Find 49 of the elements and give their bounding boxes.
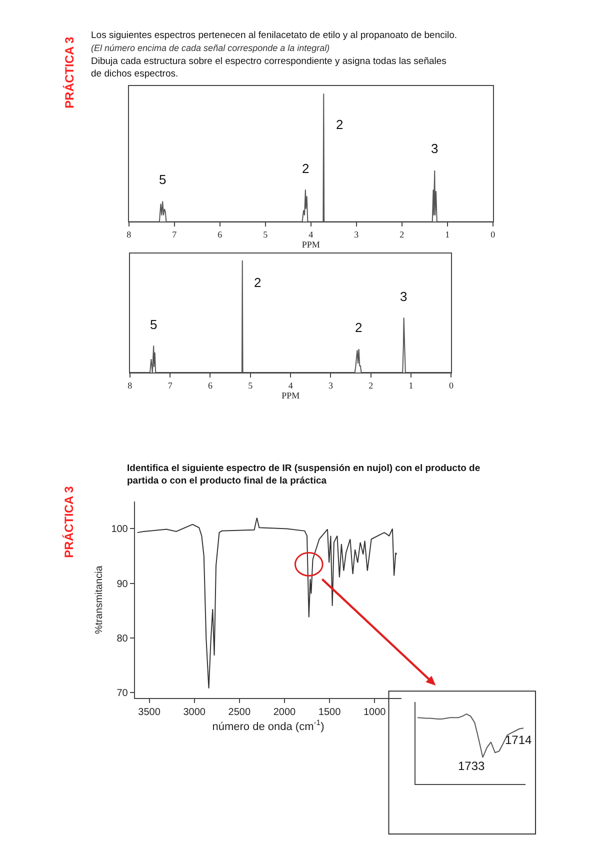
x-tick-label: 5 [248,380,254,390]
chart-subtitle: (El número encima de cada señal corresponde a la integral) [91,43,330,53]
y-tick-label: 90 [116,578,128,590]
x-axis-title: número de onda (cm$^{-1}$) [212,718,324,733]
y-tick-label: 70 [116,688,128,700]
x-tick-label: 7 [168,380,173,390]
annotation: 1733 [458,759,486,773]
x-tick-label: 5 [263,230,268,240]
annotation: 2 [355,320,362,335]
annotation: 3 [431,141,438,156]
annotation: 5 [159,172,166,187]
x-tick-label: 1500 [318,707,342,718]
text: Dibuja cada estructura sobre el espectro correspondiente y asigna todas las señales de dichos espectros. [91,56,447,80]
y-axis-title: %transmitancia [94,565,106,634]
x-tick-label: 3 [354,230,360,240]
x-tick-label: 3000 [183,707,206,718]
x-tick-label: 1 [445,230,450,240]
x-tick-label: 2 [400,230,404,240]
x-tick-label: 0 [448,380,454,390]
y-tick-label: 80 [116,634,128,645]
text: PRÁCTICA 3 [62,486,76,558]
annotation: 5 [150,317,158,332]
line-series [136,517,398,689]
x-tick-label: 1000 [363,707,386,718]
x-tick-label: 0 [490,230,496,240]
x-tick-label: 1 [408,380,414,390]
x-tick-label: 2000 [273,707,296,718]
x-tick-label: 6 [218,230,223,240]
annotation: 1714 [505,733,532,747]
annotation: 2 [254,275,262,290]
x-tick-label: 8 [126,230,132,240]
chart-title: Los siguientes espectros pertenecen al fenilacetato de etilo y al propanoato de bencilo. [91,30,457,41]
x-axis-title: PPM [302,240,320,250]
x-tick-label: 3 [328,380,334,390]
x-tick-label: 2 [368,380,374,390]
y-tick-label: 100 [111,524,128,536]
x-tick-label: 2500 [228,707,251,718]
annotation: 2 [336,117,344,132]
annotation: 2 [302,161,310,176]
x-tick-label: 8 [128,380,133,390]
chart-title: Identifica el siguiente espectro de IR (suspensión en nujol) con el producto de partida o con el producto final de la práctica [127,463,480,486]
x-tick-label: 6 [208,380,213,390]
x-tick-label: 7 [172,230,178,240]
text: PRÁCTICA 3 [62,36,77,108]
x-tick-label: 4 [308,230,314,240]
x-tick-label: 4 [288,380,294,390]
annotation: 3 [400,289,408,304]
x-tick-label: 3500 [138,707,161,718]
x-axis-title: PPM [282,390,300,400]
